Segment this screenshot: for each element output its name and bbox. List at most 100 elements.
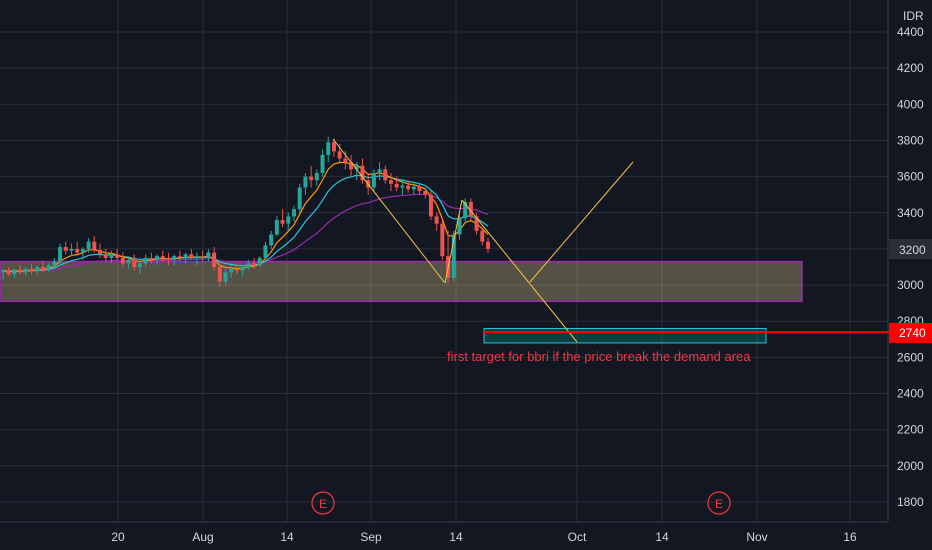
demand-zone[interactable] bbox=[0, 260, 803, 303]
price-tick-label: 4200 bbox=[897, 61, 924, 75]
candle-body bbox=[166, 257, 171, 260]
candle-body bbox=[480, 230, 485, 242]
time-tick-label: 14 bbox=[449, 530, 463, 544]
trend-drawings-layer bbox=[332, 138, 634, 343]
time-tick-label: Sep bbox=[360, 530, 382, 544]
candle-body bbox=[417, 186, 422, 192]
candle-body bbox=[58, 247, 63, 262]
candle-body bbox=[75, 248, 80, 253]
candle-body bbox=[40, 267, 45, 270]
trendline-down-2[interactable] bbox=[461, 199, 578, 343]
earnings-marker-label: E bbox=[319, 497, 327, 511]
trendline-projection[interactable] bbox=[529, 161, 634, 283]
time-tick-label: Aug bbox=[192, 530, 213, 544]
candle-body bbox=[354, 165, 359, 170]
price-tick-label: 4000 bbox=[897, 97, 924, 111]
candle-body bbox=[92, 241, 97, 250]
time-tick-label: 20 bbox=[111, 530, 125, 544]
candle-body bbox=[246, 263, 251, 267]
earnings-marker[interactable]: E bbox=[707, 491, 731, 515]
candle-body bbox=[143, 257, 148, 264]
trendline-down-1[interactable] bbox=[332, 138, 446, 284]
candle-body bbox=[389, 180, 393, 184]
candle-body bbox=[343, 158, 348, 163]
target-annotation: first target for bbri if the price break… bbox=[447, 349, 751, 364]
candle-body bbox=[103, 254, 108, 258]
candle-body bbox=[18, 269, 23, 273]
price-tick-label: 3400 bbox=[897, 206, 924, 220]
price-tick-label: 3600 bbox=[897, 170, 924, 184]
time-tick-label: 14 bbox=[655, 530, 669, 544]
candle-body bbox=[120, 257, 125, 264]
candle-body bbox=[440, 223, 445, 257]
candle-body bbox=[86, 241, 91, 249]
candle-body bbox=[463, 201, 468, 219]
candle-body bbox=[337, 151, 342, 159]
candle-body bbox=[12, 269, 17, 275]
price-tick-label: 4400 bbox=[897, 25, 924, 39]
candle-body bbox=[314, 173, 319, 181]
price-tick-label: 2000 bbox=[897, 459, 924, 473]
candle-body bbox=[132, 259, 137, 267]
candle-body bbox=[406, 185, 411, 190]
candle-body bbox=[200, 256, 205, 258]
candle-body bbox=[252, 263, 257, 266]
candle-body bbox=[486, 241, 490, 249]
ma-long-line bbox=[2, 193, 489, 272]
candle-body bbox=[320, 154, 325, 173]
target-zone[interactable] bbox=[483, 327, 767, 344]
candle-body bbox=[360, 165, 365, 181]
earnings-marker[interactable]: E bbox=[311, 491, 335, 515]
candle-body bbox=[1, 270, 5, 273]
candle-body bbox=[6, 270, 11, 275]
annotation-layer: first target for bbri if the price break… bbox=[447, 349, 751, 364]
time-tick-label: 14 bbox=[280, 530, 294, 544]
candle-body bbox=[229, 268, 234, 273]
candle-body bbox=[383, 169, 388, 181]
candle-body bbox=[195, 256, 199, 258]
price-tick-label: 2600 bbox=[897, 350, 924, 364]
candle-body bbox=[69, 248, 74, 251]
candle-body bbox=[217, 267, 222, 282]
candle-body bbox=[257, 257, 262, 266]
candle-body bbox=[326, 142, 331, 155]
candle-body bbox=[468, 201, 473, 217]
candle-body bbox=[394, 183, 399, 188]
candle-body bbox=[155, 256, 160, 260]
candle-body bbox=[457, 218, 462, 235]
trendline-up-1[interactable] bbox=[444, 199, 463, 284]
candle-body bbox=[286, 216, 291, 224]
time-tick-label: 16 bbox=[843, 530, 857, 544]
price-axis-background bbox=[888, 0, 932, 522]
candle-body bbox=[23, 268, 28, 273]
candle-body bbox=[46, 265, 51, 270]
candle-body bbox=[160, 256, 165, 258]
candle-body bbox=[280, 220, 285, 224]
target-price-label: 2740 bbox=[899, 326, 926, 340]
candle-body bbox=[223, 272, 228, 282]
currency-label: IDR bbox=[903, 9, 924, 23]
candle-body bbox=[126, 259, 131, 264]
candle-body bbox=[474, 216, 479, 231]
candle-body bbox=[234, 268, 239, 271]
candle-body bbox=[98, 249, 102, 255]
candle-body bbox=[240, 267, 245, 271]
target-price-badge: 2740 bbox=[889, 323, 932, 343]
candle-body bbox=[292, 209, 296, 217]
candle-body bbox=[137, 263, 142, 267]
candle-body bbox=[371, 173, 376, 188]
price-tick-label: 3800 bbox=[897, 133, 924, 147]
candle-body bbox=[189, 254, 194, 258]
candle-body bbox=[206, 252, 211, 258]
candle-body bbox=[309, 176, 314, 181]
price-tick-label: 2400 bbox=[897, 387, 924, 401]
candle-body bbox=[377, 169, 382, 173]
candle-body bbox=[52, 261, 57, 266]
candle-body bbox=[115, 254, 120, 258]
candle-body bbox=[400, 185, 405, 188]
price-tick-label: 1800 bbox=[897, 495, 924, 509]
candle-body bbox=[263, 245, 268, 258]
candle-body bbox=[451, 234, 456, 278]
